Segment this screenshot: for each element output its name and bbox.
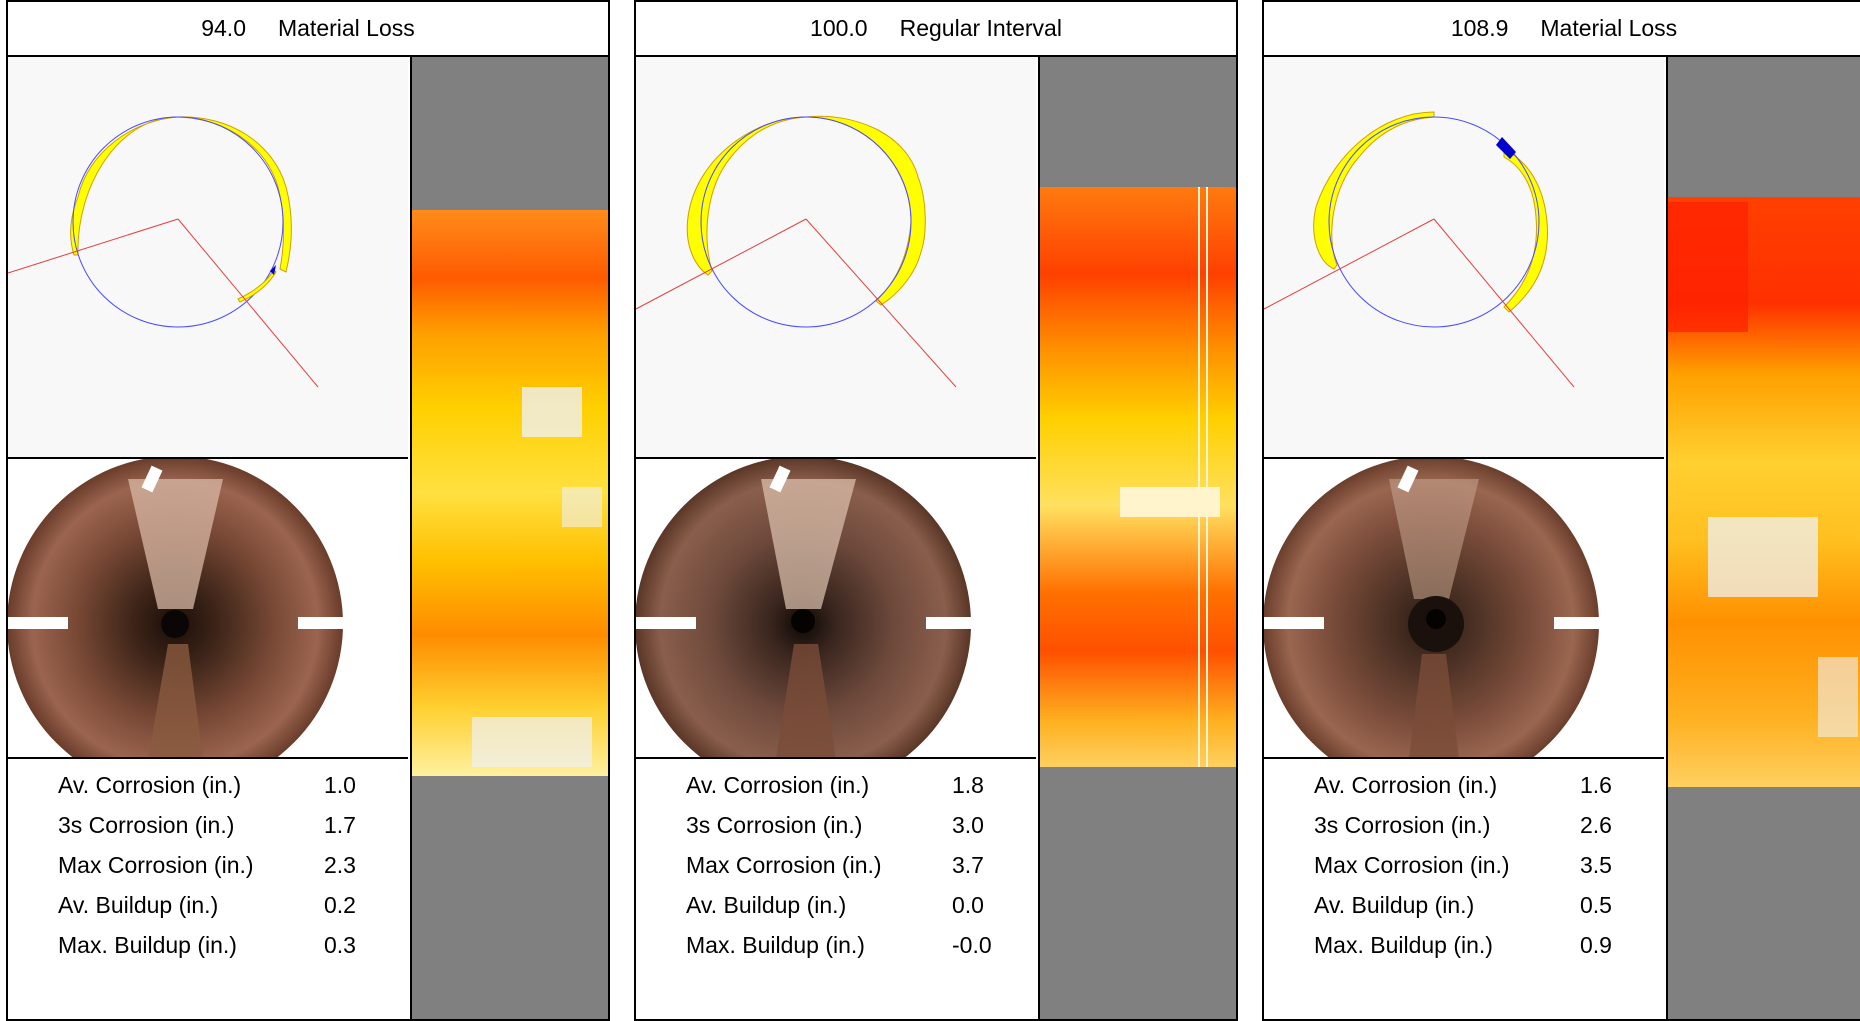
inspection-panel-2: 100.0 Regular Interval — [634, 0, 1238, 1021]
stat-label: 3s Corrosion (in.) — [686, 812, 863, 838]
distance-label: 94.0 — [201, 15, 246, 41]
stat-value: 3.5 — [1580, 852, 1612, 878]
stat-label: Max Corrosion (in.) — [58, 852, 254, 878]
stat-value: 2.3 — [324, 852, 356, 878]
panel-header: 108.9 Material Loss — [1264, 2, 1860, 57]
stat-value: 1.0 — [324, 772, 356, 798]
camera-view-image — [8, 459, 408, 759]
pipe-cross-section-profile — [636, 57, 1036, 459]
stat-value: 1.6 — [1580, 772, 1612, 798]
stat-label: Av. Buildup (in.) — [686, 892, 847, 918]
panel-header: 94.0 Material Loss — [8, 2, 608, 57]
stats-table: Av. Corrosion (in.) 1.8 3s Corrosion (in… — [636, 759, 1036, 1019]
stat-label: Av. Corrosion (in.) — [1314, 772, 1498, 798]
stat-label: Av. Corrosion (in.) — [686, 772, 870, 798]
stat-label: Av. Corrosion (in.) — [58, 772, 242, 798]
stat-label: Max. Buildup (in.) — [58, 932, 237, 958]
camera-view-image — [1264, 459, 1664, 759]
stat-value: 0.5 — [1580, 892, 1612, 918]
corrosion-heatmap-strip — [1038, 57, 1236, 1019]
stat-value: 0.0 — [952, 892, 984, 918]
stat-label: Av. Buildup (in.) — [1314, 892, 1475, 918]
stat-label: Max Corrosion (in.) — [686, 852, 882, 878]
pipe-cross-section-profile — [8, 57, 408, 459]
stat-value: 0.9 — [1580, 932, 1612, 958]
stat-label: Max. Buildup (in.) — [1314, 932, 1493, 958]
stats-table: Av. Corrosion (in.) 1.6 3s Corrosion (in… — [1264, 759, 1664, 1019]
stat-label: Max. Buildup (in.) — [686, 932, 865, 958]
stat-label: 3s Corrosion (in.) — [58, 812, 235, 838]
corrosion-heatmap-strip — [1666, 57, 1860, 1019]
inspection-panel-1: 94.0 Material Loss — [6, 0, 610, 1021]
event-label: Material Loss — [1540, 15, 1678, 41]
stat-value: 3.0 — [952, 812, 984, 838]
stat-label: Av. Buildup (in.) — [58, 892, 219, 918]
stat-value: 3.7 — [952, 852, 984, 878]
corrosion-heatmap-strip — [410, 57, 608, 1019]
stat-value: 0.2 — [324, 892, 356, 918]
distance-label: 100.0 — [810, 15, 868, 41]
stats-table: Av. Corrosion (in.) 1.0 3s Corrosion (in… — [8, 759, 408, 1019]
event-label: Regular Interval — [899, 15, 1062, 41]
camera-view-image — [636, 459, 1036, 759]
stat-value: 1.8 — [952, 772, 984, 798]
stat-value: 1.7 — [324, 812, 356, 838]
stat-value: 2.6 — [1580, 812, 1612, 838]
stat-label: Max Corrosion (in.) — [1314, 852, 1510, 878]
stat-value: 0.3 — [324, 932, 356, 958]
pipe-cross-section-profile — [1264, 57, 1664, 459]
inspection-panel-3: 108.9 Material Loss — [1262, 0, 1860, 1021]
stat-value: -0.0 — [952, 932, 992, 958]
panel-header: 100.0 Regular Interval — [636, 2, 1236, 57]
distance-label: 108.9 — [1450, 15, 1509, 41]
stat-label: 3s Corrosion (in.) — [1314, 812, 1491, 838]
event-label: Material Loss — [277, 15, 415, 41]
